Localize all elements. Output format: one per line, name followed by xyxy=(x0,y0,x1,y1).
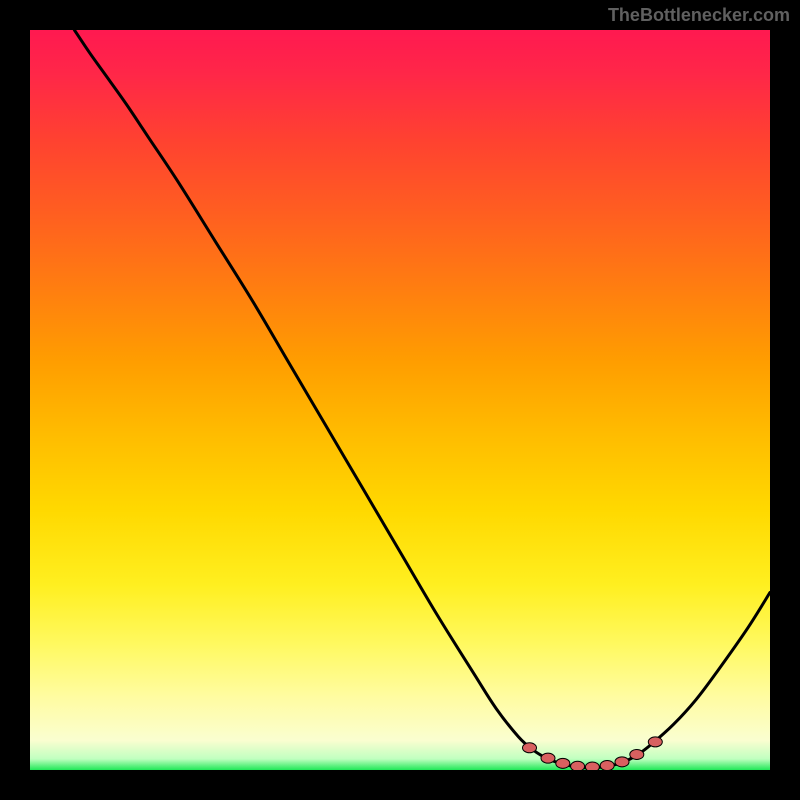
plot-area xyxy=(30,30,770,770)
marker-point xyxy=(571,761,585,770)
marker-point xyxy=(556,758,570,768)
watermark-text: TheBottlenecker.com xyxy=(608,5,790,26)
marker-point xyxy=(523,743,537,753)
marker-point xyxy=(600,761,614,770)
marker-point xyxy=(615,757,629,767)
marker-point xyxy=(648,737,662,747)
marker-point xyxy=(585,762,599,770)
curve-markers xyxy=(523,737,663,770)
marker-point xyxy=(630,749,644,759)
curve-layer xyxy=(30,30,770,770)
bottleneck-curve xyxy=(74,30,770,768)
chart-container: TheBottlenecker.com xyxy=(0,0,800,800)
marker-point xyxy=(541,753,555,763)
